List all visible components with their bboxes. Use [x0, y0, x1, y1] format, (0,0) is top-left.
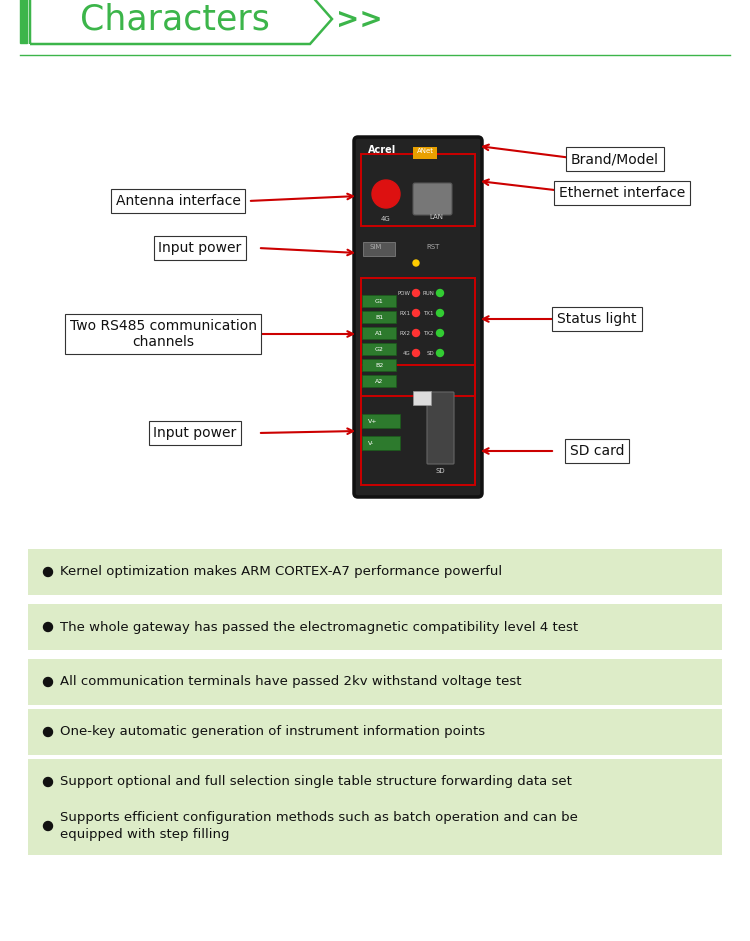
Text: 4G: 4G: [381, 216, 391, 222]
Circle shape: [372, 180, 400, 208]
FancyBboxPatch shape: [362, 436, 401, 451]
Text: Input power: Input power: [158, 241, 242, 255]
FancyBboxPatch shape: [362, 359, 396, 372]
Text: Two RS485 communication
channels: Two RS485 communication channels: [70, 319, 256, 349]
Text: RX1: RX1: [399, 311, 410, 315]
Circle shape: [44, 777, 52, 787]
Circle shape: [413, 349, 419, 357]
Text: >>: >>: [336, 6, 382, 34]
FancyBboxPatch shape: [362, 414, 401, 428]
FancyBboxPatch shape: [427, 392, 454, 464]
FancyBboxPatch shape: [362, 327, 396, 340]
Text: G2: G2: [374, 346, 383, 352]
FancyBboxPatch shape: [362, 295, 396, 308]
Circle shape: [436, 349, 443, 357]
Text: V-: V-: [368, 440, 374, 445]
Text: Kernel optimization makes ARM CORTEX-A7 performance powerful: Kernel optimization makes ARM CORTEX-A7 …: [60, 566, 503, 579]
Bar: [363, 242, 395, 256]
FancyBboxPatch shape: [28, 604, 722, 650]
Text: 4G: 4G: [402, 350, 410, 356]
Text: A1: A1: [375, 330, 383, 336]
Text: B1: B1: [375, 314, 383, 320]
Text: G1: G1: [375, 298, 383, 304]
Circle shape: [436, 290, 443, 296]
Text: Brand/Model: Brand/Model: [571, 152, 659, 166]
Circle shape: [413, 290, 419, 296]
Circle shape: [413, 310, 419, 316]
Text: The whole gateway has passed the electromagnetic compatibility level 4 test: The whole gateway has passed the electro…: [60, 620, 578, 633]
Text: ANet: ANet: [416, 148, 434, 154]
Text: V+: V+: [368, 419, 377, 423]
Text: Input power: Input power: [153, 426, 237, 440]
Text: RUN: RUN: [422, 291, 434, 295]
FancyBboxPatch shape: [413, 183, 452, 215]
Text: One-key automatic generation of instrument information points: One-key automatic generation of instrume…: [60, 726, 485, 739]
Text: Supports efficient configuration methods such as batch operation and can be
equi: Supports efficient configuration methods…: [60, 811, 578, 841]
Bar: [20, 0, 27, 43]
Text: Antenna interface: Antenna interface: [116, 194, 241, 208]
Text: Ethernet interface: Ethernet interface: [559, 186, 686, 200]
FancyBboxPatch shape: [28, 759, 722, 805]
Text: LAN: LAN: [429, 214, 443, 220]
Circle shape: [44, 821, 52, 831]
Text: A2: A2: [375, 378, 383, 384]
Text: B2: B2: [375, 362, 383, 368]
FancyBboxPatch shape: [362, 343, 396, 356]
FancyBboxPatch shape: [28, 709, 722, 755]
Circle shape: [44, 623, 52, 631]
Circle shape: [413, 260, 419, 266]
Circle shape: [413, 329, 419, 337]
Text: All communication terminals have passed 2kv withstand voltage test: All communication terminals have passed …: [60, 676, 521, 689]
Text: Characters: Characters: [80, 2, 270, 36]
Text: SD: SD: [435, 468, 445, 474]
Text: Status light: Status light: [557, 312, 637, 326]
Circle shape: [436, 329, 443, 337]
Circle shape: [44, 567, 52, 577]
Text: Acrel: Acrel: [368, 145, 396, 155]
Circle shape: [44, 678, 52, 687]
Text: SD: SD: [426, 350, 434, 356]
FancyBboxPatch shape: [28, 659, 722, 705]
FancyBboxPatch shape: [28, 549, 722, 595]
FancyBboxPatch shape: [354, 137, 482, 497]
Circle shape: [44, 727, 52, 737]
Text: RX2: RX2: [399, 330, 410, 336]
Text: SD card: SD card: [570, 444, 624, 458]
Bar: [413, 391, 431, 405]
Text: SIM: SIM: [370, 244, 382, 250]
Bar: [413, 147, 437, 159]
FancyBboxPatch shape: [28, 797, 722, 855]
Text: RST: RST: [426, 244, 439, 250]
Circle shape: [436, 310, 443, 316]
Text: TX2: TX2: [424, 330, 434, 336]
FancyBboxPatch shape: [362, 375, 396, 388]
Text: Support optional and full selection single table structure forwarding data set: Support optional and full selection sing…: [60, 775, 572, 789]
Text: TX1: TX1: [424, 311, 434, 315]
FancyBboxPatch shape: [362, 311, 396, 324]
Text: POW: POW: [397, 291, 410, 295]
